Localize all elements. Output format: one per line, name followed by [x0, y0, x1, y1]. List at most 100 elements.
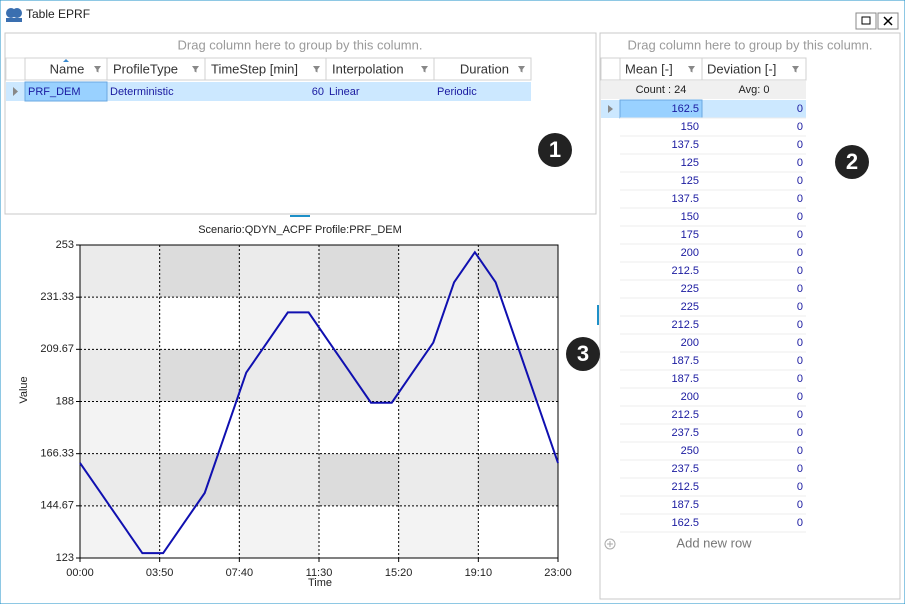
header-indicator [600, 57, 621, 81]
cell: 0 [797, 103, 803, 115]
x-axis-label: Time [308, 577, 332, 589]
sort-indicator [63, 59, 69, 62]
add-new-row[interactable]: Add new row [676, 535, 752, 550]
cell: 60 [312, 86, 324, 98]
cell: 225 [681, 301, 699, 313]
cell: 125 [681, 175, 699, 187]
plot-band [398, 401, 479, 454]
plot-band [478, 453, 558, 506]
plot-band [239, 453, 319, 506]
plot-band [80, 297, 160, 350]
cell: 212.5 [671, 265, 699, 277]
cell: 250 [681, 445, 699, 457]
plot-band [398, 349, 479, 402]
plot-band [319, 401, 399, 454]
plot-band [239, 505, 319, 558]
maximize-button[interactable] [855, 12, 877, 30]
add-row-plus [607, 541, 613, 547]
cell: 0 [797, 193, 803, 205]
plot-band [398, 297, 479, 350]
cell: 0 [797, 121, 803, 133]
y-tick-label: 144.67 [40, 500, 74, 512]
cell: 0 [797, 211, 803, 223]
x-tick-label: 07:40 [226, 567, 254, 579]
callout-badge [566, 337, 600, 371]
cell: 125 [681, 157, 699, 169]
title-bar [1, 1, 904, 30]
cell: 137.5 [671, 193, 699, 205]
cell: 0 [797, 391, 803, 403]
cell: 0 [797, 283, 803, 295]
cell: 187.5 [671, 499, 699, 511]
cell: 0 [797, 373, 803, 385]
splitter-grip[interactable] [290, 215, 310, 217]
filter-icon[interactable] [518, 66, 525, 73]
cell: 150 [681, 121, 699, 133]
filter-icon[interactable] [688, 66, 695, 73]
y-tick-label: 209.67 [40, 343, 74, 355]
plot-band [319, 505, 399, 558]
cell: 0 [797, 427, 803, 439]
callout-badge [835, 145, 869, 179]
plot-band [159, 297, 240, 350]
cell: 0 [797, 157, 803, 169]
filter-icon[interactable] [792, 66, 799, 73]
callout-number: 2 [846, 149, 858, 174]
column-header-label: Duration [460, 61, 509, 76]
filter-icon[interactable] [192, 66, 199, 73]
cell: 162.5 [671, 103, 699, 115]
callout-number: 3 [577, 341, 589, 366]
plot-band [239, 401, 319, 454]
cell: 200 [681, 391, 699, 403]
cell: 212.5 [671, 481, 699, 493]
add-row-icon[interactable] [604, 538, 616, 550]
filter-icon[interactable] [421, 66, 428, 73]
maximize-icon [861, 16, 871, 25]
cell: 0 [797, 229, 803, 241]
cell: 212.5 [671, 409, 699, 421]
plot-band [239, 349, 319, 402]
filter-icon[interactable] [94, 66, 101, 73]
x-tick-label: 15:20 [385, 567, 413, 579]
column-header[interactable] [433, 57, 532, 81]
column-header[interactable] [701, 57, 807, 81]
plot-band [80, 453, 160, 506]
cell: Linear [329, 86, 360, 98]
cell: 187.5 [671, 355, 699, 367]
plot-band [159, 349, 240, 402]
filter-icon[interactable] [313, 66, 320, 73]
column-header-label: Name [50, 61, 85, 76]
app-icon [6, 8, 22, 22]
x-tick-label: 19:10 [465, 567, 493, 579]
column-header-label: Interpolation [332, 61, 404, 76]
plot-band [478, 245, 558, 298]
plot-band [319, 349, 399, 402]
column-header-label: Deviation [-] [707, 61, 776, 76]
x-tick-label: 11:30 [306, 567, 333, 579]
plot-band [159, 453, 240, 506]
plot-band [319, 453, 399, 506]
plot-band [239, 245, 319, 298]
plot-band [159, 401, 240, 454]
cell: 237.5 [671, 463, 699, 475]
y-tick-label: 166.33 [40, 448, 74, 460]
y-tick-label: 253 [56, 239, 74, 251]
y-tick-label: 123 [56, 552, 74, 564]
cell: 0 [797, 481, 803, 493]
focused-cell [24, 81, 108, 102]
selected-row[interactable] [6, 82, 531, 101]
x-tick-label: 23:00 [544, 567, 572, 579]
splitter-grip[interactable] [597, 305, 599, 325]
group-hint: Drag column here to group by this column… [178, 37, 423, 52]
summary-text: Count : 24 [636, 84, 687, 96]
summary-row [601, 81, 806, 99]
plot-band [80, 401, 160, 454]
cell: 0 [797, 355, 803, 367]
cell: 0 [797, 139, 803, 151]
group-hint: Drag column here to group by this column… [628, 37, 873, 52]
plot-band [478, 297, 558, 350]
summary-text: Avg: 0 [739, 84, 770, 96]
cell: 200 [681, 247, 699, 259]
close-icon [883, 16, 893, 26]
